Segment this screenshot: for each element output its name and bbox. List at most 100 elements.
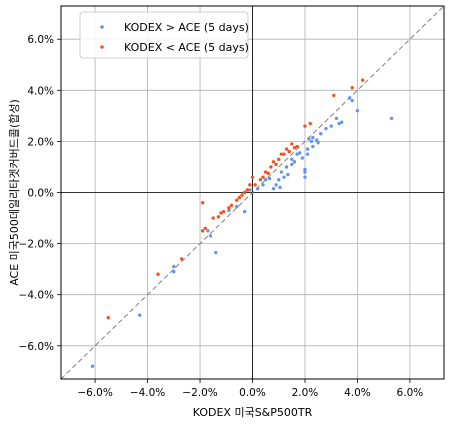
x-tick-label: −4.0% — [130, 387, 165, 399]
point-kodex-greater — [324, 126, 328, 131]
y-tick-label: −2.0% — [19, 239, 54, 251]
legend-marker-kodex-less — [100, 45, 104, 49]
point-kodex-less — [156, 272, 160, 276]
point-kodex-less — [200, 201, 205, 205]
point-kodex-less — [261, 175, 265, 179]
diagonal-reference-line — [60, 5, 445, 380]
point-kodex-less — [211, 216, 215, 220]
legend-label-kodex-greater: KODEX > ACE (5 days) — [124, 21, 249, 34]
point-kodex-greater — [274, 183, 278, 187]
x-tick-label: 4.0% — [344, 387, 371, 399]
point-kodex-greater — [261, 183, 265, 187]
y-tick-label: 2.0% — [27, 136, 54, 148]
point-kodex-greater — [298, 151, 302, 155]
point-kodex-less — [295, 144, 299, 149]
point-kodex-greater — [303, 175, 307, 179]
point-kodex-greater — [137, 313, 142, 317]
point-kodex-greater — [292, 160, 297, 164]
x-tick-label: 0.0% — [239, 387, 266, 399]
point-kodex-greater — [311, 144, 315, 149]
point-kodex-greater — [277, 178, 281, 182]
x-tick-label: −2.0% — [182, 387, 217, 399]
point-kodex-less — [253, 183, 257, 187]
point-kodex-less — [303, 124, 307, 128]
y-tick-label: −6.0% — [19, 341, 54, 353]
point-kodex-greater — [309, 139, 314, 144]
point-kodex-less — [219, 211, 223, 215]
point-kodex-less — [240, 193, 244, 197]
point-kodex-greater — [286, 172, 290, 177]
point-kodex-less — [227, 206, 231, 210]
legend: KODEX > ACE (5 days) KODEX < ACE (5 days… — [79, 11, 249, 59]
point-kodex-greater — [315, 138, 319, 142]
point-kodex-greater — [172, 269, 176, 274]
x-axis-label: KODEX 미국S&P500TR — [193, 406, 313, 419]
point-kodex-greater — [305, 152, 310, 156]
point-kodex-less — [263, 170, 268, 174]
point-kodex-greater — [329, 124, 333, 128]
point-kodex-less — [282, 152, 286, 156]
point-kodex-less — [229, 203, 234, 207]
point-kodex-less — [284, 147, 289, 151]
point-kodex-less — [332, 93, 336, 98]
point-kodex-less — [290, 142, 294, 146]
x-tick-label: −6.0% — [77, 387, 112, 399]
point-kodex-greater — [290, 162, 294, 167]
point-kodex-greater — [242, 209, 247, 214]
point-kodex-greater — [214, 250, 218, 255]
x-tick-label: 6.0% — [397, 387, 424, 399]
point-kodex-greater — [334, 116, 339, 121]
y-tick-label: −4.0% — [19, 290, 54, 302]
point-kodex-greater — [303, 170, 307, 174]
y-axis-label: ACE 미국500데일리타겟커버드콜(합성) — [7, 99, 21, 286]
point-kodex-less — [274, 162, 278, 167]
point-kodex-greater — [227, 208, 231, 213]
point-kodex-greater — [337, 121, 341, 126]
point-kodex-greater — [248, 188, 252, 192]
legend-box — [79, 11, 249, 59]
point-kodex-greater — [311, 135, 315, 140]
legend-marker-kodex-greater — [100, 25, 104, 29]
point-kodex-less — [242, 190, 247, 195]
reference-lines — [60, 5, 445, 380]
point-kodex-less — [250, 175, 255, 179]
point-kodex-less — [287, 149, 291, 154]
point-kodex-greater — [282, 175, 286, 179]
data-points — [90, 78, 394, 368]
point-kodex-less — [203, 226, 207, 230]
point-kodex-greater — [206, 229, 210, 233]
y-tick-label: 0.0% — [27, 188, 54, 200]
point-kodex-greater — [347, 96, 352, 100]
point-kodex-less — [200, 229, 205, 233]
x-tick-label: 2.0% — [292, 387, 319, 399]
point-kodex-less — [106, 315, 110, 320]
point-kodex-less — [279, 152, 284, 156]
point-kodex-less — [360, 78, 365, 82]
point-kodex-greater — [303, 167, 307, 172]
point-kodex-greater — [295, 152, 299, 156]
y-tick-label: 6.0% — [27, 34, 54, 46]
point-kodex-greater — [290, 157, 294, 161]
point-kodex-less — [266, 171, 270, 176]
point-kodex-less — [277, 157, 281, 161]
tick-labels: −6.0% −4.0% −2.0% 0.0% 2.0% 4.0% 6.0% −6.0% −4.0… — [19, 34, 424, 399]
point-kodex-less — [269, 165, 273, 169]
point-kodex-less — [221, 209, 226, 214]
point-kodex-less — [248, 183, 252, 187]
point-kodex-greater — [316, 140, 320, 145]
point-kodex-greater — [267, 176, 272, 181]
point-kodex-greater — [90, 364, 95, 368]
y-tick-label: 4.0% — [27, 85, 54, 97]
point-kodex-less — [271, 160, 276, 164]
point-kodex-less — [237, 195, 242, 200]
axes — [57, 5, 445, 383]
point-kodex-greater — [355, 109, 360, 113]
point-kodex-greater — [389, 116, 394, 121]
point-kodex-greater — [172, 264, 176, 269]
point-kodex-greater — [319, 132, 323, 136]
point-kodex-less — [179, 257, 184, 261]
point-kodex-greater — [278, 185, 282, 190]
point-kodex-greater — [263, 178, 268, 182]
point-kodex-greater — [350, 98, 354, 103]
